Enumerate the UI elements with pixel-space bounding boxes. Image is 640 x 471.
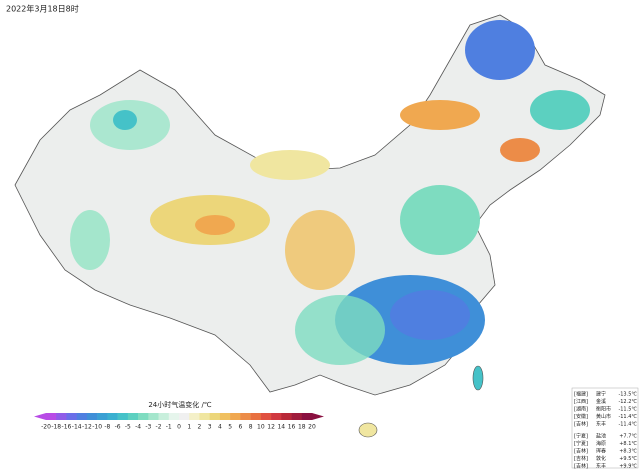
colorbar-segment <box>46 413 57 420</box>
colorbar-tick-label: -5 <box>125 424 131 431</box>
record-station: 东丰 <box>596 463 606 470</box>
colorbar-tick-label: 6 <box>238 424 242 431</box>
records-box <box>571 387 639 469</box>
record-station: 黄山市 <box>596 413 611 420</box>
legend-title: 24小时气温变化 /℃ <box>148 400 211 409</box>
colorbar-tick-label: -18 <box>51 424 61 431</box>
colorbar-tick-label: -14 <box>72 424 82 431</box>
record-province: [吉林] <box>574 421 588 428</box>
map-title: 2022年3月18日8时 <box>6 4 79 14</box>
colorbar-tick-label: -2 <box>156 424 162 431</box>
record-station: 建宁 <box>596 391 606 398</box>
record-station: 海原 <box>596 440 606 447</box>
colorbar-tick-label: -1 <box>166 424 172 431</box>
colorbar-tick-label: 18 <box>298 424 306 431</box>
colorbar-segment <box>250 413 262 420</box>
record-station: 金溪 <box>596 398 606 405</box>
colorbar-tick-label: -6 <box>115 424 121 431</box>
record-value: -11.4℃ <box>618 414 637 420</box>
colorbar-tick-label: -12 <box>82 424 92 431</box>
colorbar-tick-label: 10 <box>257 424 265 431</box>
record-value: +8.3℃ <box>619 449 637 455</box>
record-station: 衡阳市 <box>596 406 611 413</box>
colorbar-segment <box>189 413 200 420</box>
colorbar-tick-label: 14 <box>277 424 285 431</box>
record-province: [江西] <box>574 398 588 405</box>
colorbar-segment <box>56 413 67 420</box>
record-station: 东丰 <box>596 421 606 428</box>
colorbar-tick-label: 4 <box>218 424 222 431</box>
colorbar-segment <box>209 413 221 420</box>
records: [福建] 建宁 -13.5℃ [江西] 金溪 -12.2℃ [湖南] 衡阳市 -11.5℃ [安徽… <box>574 391 637 470</box>
colorbar-tick-label: -4 <box>135 424 141 431</box>
colorbar-segment <box>199 413 210 420</box>
colorbar-segment <box>117 413 129 420</box>
record-value: -11.4℃ <box>618 422 637 428</box>
colorbar-tick-label: 12 <box>267 424 275 431</box>
colorbar-tick-label: 16 <box>288 424 296 431</box>
colorbar-segment <box>281 413 292 420</box>
colorbar-segment <box>66 413 77 420</box>
record-value: -13.5℃ <box>618 392 637 398</box>
record-value: +9.5℃ <box>619 456 637 462</box>
record-value: +7.7℃ <box>619 434 637 440</box>
colorbar-tick-label: -16 <box>62 424 72 431</box>
colorbar: -20 -18 -16 -14 -12 -10 -8 -6 -5 -4 -3 -2 -1 0 1 2 3 4 5 6 8… <box>34 413 324 431</box>
colorbar-segment <box>179 413 190 420</box>
colorbar-arrow <box>312 413 324 420</box>
colorbar-tick-label: 2 <box>198 424 202 431</box>
colorbar-segment <box>240 413 251 420</box>
colorbar-tick-label: -20 <box>41 424 51 431</box>
colorbar-tick-label: -3 <box>145 424 151 431</box>
record-province: [宁夏] <box>574 440 588 447</box>
colorbar-arrow <box>34 413 46 420</box>
colorbar-segment <box>97 413 108 420</box>
record-province: [吉林] <box>574 455 588 462</box>
colorbar-tick-label: -10 <box>92 424 102 431</box>
colorbar-segment <box>138 413 149 420</box>
colorbar-segment <box>291 413 303 420</box>
colorbar-segment <box>260 413 272 420</box>
colorbar-segment <box>219 413 231 420</box>
record-province: [吉林] <box>574 463 588 470</box>
colorbar-segment <box>301 413 313 420</box>
colorbar-segment <box>158 413 170 420</box>
record-value: +9.9℃ <box>619 464 637 470</box>
colorbar-tick-label: 8 <box>249 424 253 431</box>
colorbar-tick-label: 0 <box>177 424 181 431</box>
record-province: [湖南] <box>574 406 588 413</box>
record-province: [宁夏] <box>574 433 588 440</box>
record-value: -12.2℃ <box>618 399 637 405</box>
record-station: 珲春 <box>596 448 606 455</box>
colorbar-segment <box>230 413 241 420</box>
colorbar-segment <box>148 413 159 420</box>
colorbar-segment <box>271 413 282 420</box>
record-station: 盐池 <box>596 433 606 440</box>
record-value: -11.5℃ <box>618 407 637 413</box>
colorbar-tick-label: -8 <box>104 424 110 431</box>
colorbar-segment <box>107 413 118 420</box>
colorbar-tick-label: 5 <box>228 424 232 431</box>
record-province: [安徽] <box>574 413 588 420</box>
record-station: 敦化 <box>596 455 606 462</box>
colorbar-segment <box>76 413 88 420</box>
colorbar-segment <box>168 413 180 420</box>
record-value: +8.1℃ <box>619 441 637 447</box>
colorbar-tick-label: 20 <box>308 424 316 431</box>
china-map <box>14 14 606 438</box>
colorbar-tick-label: 3 <box>208 424 212 431</box>
colorbar-segment <box>127 413 139 420</box>
record-province: [福建] <box>574 391 588 398</box>
colorbar-tick-label: 1 <box>187 424 191 431</box>
colorbar-segment <box>86 413 98 420</box>
record-province: [吉林] <box>574 448 588 455</box>
